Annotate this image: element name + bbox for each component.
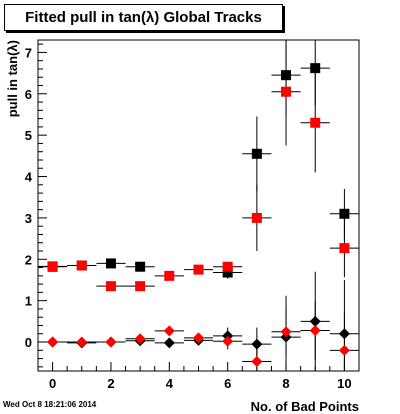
x-tick-label: 2 [107, 376, 114, 391]
data-point-square [310, 63, 321, 74]
timestamp: Wed Oct 8 18:21:06 2014 [3, 400, 97, 409]
data-point-square [193, 264, 204, 275]
y-tick-label: 4 [25, 170, 33, 185]
chart-title: Fitted pull in tan(λ) Global Tracks [4, 4, 283, 31]
data-point-diamond [251, 355, 263, 367]
data-point-diamond [163, 325, 175, 337]
data-point-diamond [47, 336, 59, 348]
axes: 0 2 4 6 8 10 0 1 2 3 4 5 6 7 No. of Bad Points pull in … [5, 39, 360, 414]
x-axis-label: No. of Bad Points [251, 399, 359, 414]
data-point-square [135, 281, 146, 292]
x-tick-label: 4 [166, 376, 174, 391]
data-point-diamond [309, 324, 321, 336]
y-tick-label: 0 [25, 335, 32, 350]
y-tick-label: 2 [25, 252, 32, 267]
data-point-diamond [280, 326, 292, 338]
y-tick-label: 3 [25, 211, 32, 226]
data-point-diamond [222, 335, 234, 347]
data-point-diamond [105, 336, 117, 348]
data-point-square [105, 258, 116, 269]
x-tick-label: 10 [337, 376, 351, 391]
data-point-diamond [193, 332, 204, 344]
data-point-diamond [338, 344, 350, 356]
y-tick-label: 7 [25, 45, 32, 60]
data-point-square [281, 86, 292, 97]
data-point-square [164, 270, 175, 281]
data-point-square [222, 267, 233, 278]
data-point-diamond [76, 336, 88, 348]
data-point-square [251, 212, 262, 223]
y-tick-label: 6 [25, 87, 32, 102]
x-tick-label: 0 [49, 376, 56, 391]
data-point-square [251, 148, 262, 159]
data-point-square [222, 261, 233, 272]
y-tick-label: 1 [25, 294, 32, 309]
data-point-square [310, 117, 321, 128]
x-tick-label: 8 [282, 376, 289, 391]
data-point-square [47, 261, 58, 272]
data-marks [38, 40, 359, 371]
data-point-square [339, 243, 350, 254]
y-axis-label: pull in tan(λ) [5, 40, 20, 117]
data-point-diamond [163, 337, 175, 349]
data-point-square [105, 281, 116, 292]
data-point-diamond [134, 333, 146, 345]
x-tick-label: 6 [224, 376, 231, 391]
data-point-square [135, 261, 146, 272]
y-tick-label: 5 [25, 128, 32, 143]
data-point-square [76, 260, 87, 271]
data-point-square [339, 208, 350, 219]
